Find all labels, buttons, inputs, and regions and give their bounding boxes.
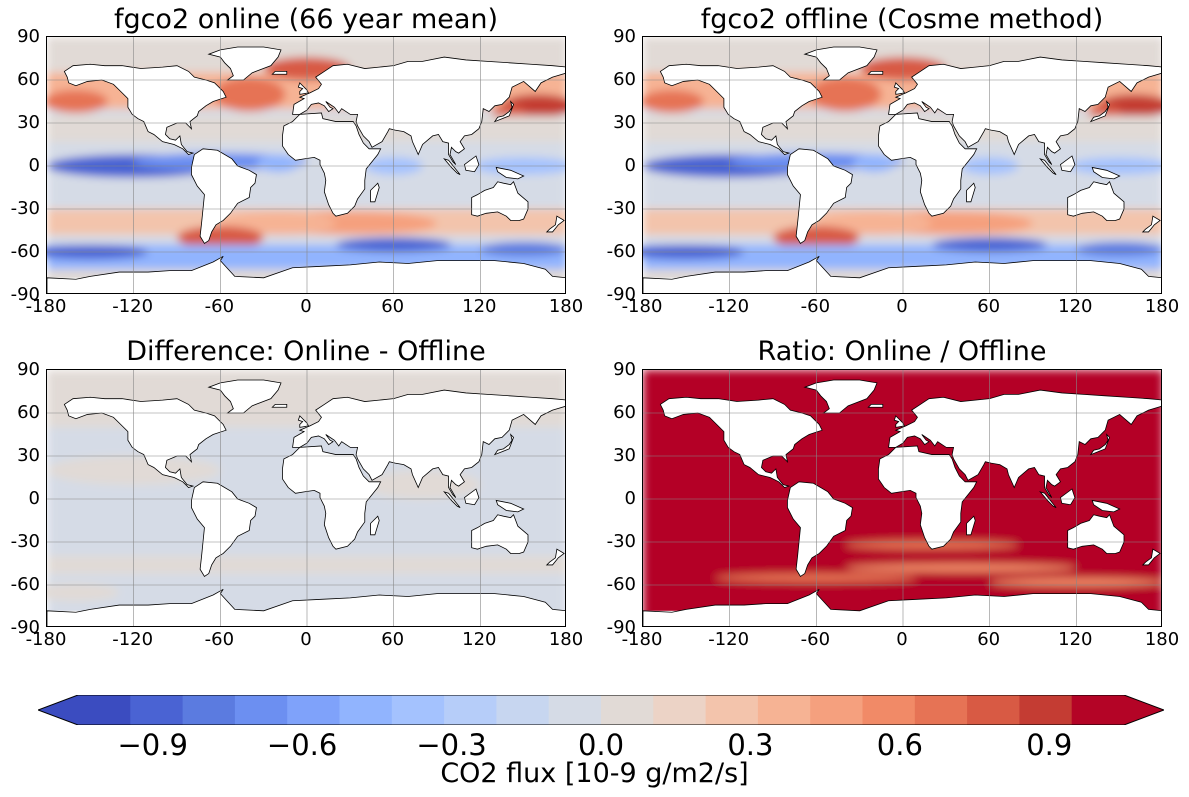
colorbar-segment [182, 695, 236, 725]
colorbar-segment [78, 695, 131, 725]
colorbar [36, 694, 1166, 726]
x-tick-label: 120 [462, 296, 497, 317]
x-tick-label: -60 [204, 296, 235, 317]
map-ratio [642, 369, 1162, 627]
x-tick-label: 120 [1058, 629, 1093, 650]
y-tick-label: 0 [28, 155, 40, 176]
y-tick-label: 30 [17, 112, 40, 133]
colorbar-segment [287, 695, 340, 725]
y-tick-label: 30 [17, 445, 40, 466]
y-tick-label: -30 [606, 531, 636, 552]
x-tick-label: 60 [977, 629, 1001, 650]
colorbar-segment [810, 695, 863, 725]
y-tick-label: 0 [28, 488, 40, 509]
y-tick-label: -60 [10, 574, 40, 595]
colorbar-tick-label: −0.6 [266, 728, 338, 762]
x-tick-label: -180 [25, 296, 67, 317]
panel-title-ratio: Ratio: Online / Offline [757, 336, 1047, 367]
x-tick-label: 180 [548, 629, 584, 650]
y-tick-label: 60 [17, 69, 40, 90]
colorbar-segment [234, 695, 288, 725]
colorbar-tick-label: 0.3 [727, 728, 774, 762]
colorbar-tick-label: −0.3 [416, 728, 487, 762]
x-tick-label: 120 [462, 629, 497, 650]
panel-title-offline: fgco2 offline (Cosme method) [700, 4, 1104, 35]
colorbar-tick-label: −0.9 [117, 728, 188, 762]
colorbar-tick-label: 0.6 [876, 728, 923, 762]
x-tick-label: -180 [25, 629, 67, 650]
y-tick-label: 0 [624, 488, 636, 509]
x-tick-label: -180 [621, 629, 663, 650]
panel-title-online: fgco2 online (66 year mean) [113, 4, 499, 35]
colorbar-tick-label: 0.0 [577, 728, 625, 762]
y-tick-label: 90 [17, 359, 40, 380]
x-tick-label: 60 [977, 296, 1001, 317]
y-tick-label: -90 [10, 284, 40, 305]
x-tick-label: -120 [708, 296, 750, 317]
map-offline [642, 36, 1162, 294]
y-tick-label: 90 [17, 26, 40, 47]
x-tick-label: 60 [381, 629, 405, 650]
colorbar-segment [130, 695, 184, 725]
colorbar-label: CO2 flux [10-9 g/m2/s] [440, 758, 749, 789]
y-tick-label: 90 [613, 359, 636, 380]
colorbar-segment [548, 695, 602, 725]
colorbar-segment [967, 695, 1020, 725]
colorbar-segment [601, 695, 654, 725]
y-tick-label: 30 [613, 112, 636, 133]
y-tick-label: -30 [10, 531, 40, 552]
y-tick-label: -30 [10, 198, 40, 219]
colorbar-segment [1019, 695, 1073, 725]
colorbar-segment [914, 695, 968, 725]
colorbar-segment [391, 695, 445, 725]
colorbar-segment [705, 695, 759, 725]
x-tick-label: 0 [896, 629, 908, 650]
y-tick-label: -90 [606, 284, 636, 305]
y-tick-label: -30 [606, 198, 636, 219]
x-tick-label: 0 [300, 629, 312, 650]
colorbar-extend-high [1124, 695, 1164, 725]
x-tick-label: -60 [800, 629, 831, 650]
y-tick-label: 30 [613, 445, 636, 466]
map-difference [46, 369, 566, 627]
colorbar-segment [444, 695, 497, 725]
y-tick-label: 60 [613, 69, 636, 90]
colorbar-segment [757, 695, 811, 725]
colorbar-extend-low [38, 695, 78, 725]
y-tick-label: 60 [17, 402, 40, 423]
x-tick-label: 180 [1144, 296, 1180, 317]
y-tick-label: -90 [10, 617, 40, 638]
colorbar-segment [1071, 695, 1125, 725]
x-tick-label: -120 [112, 296, 154, 317]
panel-title-difference: Difference: Online - Offline [126, 336, 486, 367]
x-tick-label: -60 [204, 629, 235, 650]
y-tick-label: 90 [613, 26, 636, 47]
y-tick-label: -60 [606, 241, 636, 262]
x-tick-label: 0 [896, 296, 908, 317]
y-tick-label: 0 [624, 155, 636, 176]
colorbar-tick-label: 0.9 [1026, 728, 1073, 762]
colorbar-segment [653, 695, 707, 725]
y-tick-label: -90 [606, 617, 636, 638]
x-tick-label: 60 [381, 296, 405, 317]
map-online [46, 36, 566, 294]
x-tick-label: 0 [300, 296, 312, 317]
colorbar-segment [496, 695, 550, 725]
x-tick-label: -120 [112, 629, 154, 650]
x-tick-label: 180 [548, 296, 584, 317]
colorbar-segment [862, 695, 916, 725]
x-tick-label: -120 [708, 629, 750, 650]
x-tick-label: 120 [1058, 296, 1093, 317]
colorbar-segment [339, 695, 393, 725]
y-tick-label: -60 [606, 574, 636, 595]
x-tick-label: -60 [800, 296, 831, 317]
y-tick-label: -60 [10, 241, 40, 262]
x-tick-label: -180 [621, 296, 663, 317]
y-tick-label: 60 [613, 402, 636, 423]
x-tick-label: 180 [1144, 629, 1180, 650]
